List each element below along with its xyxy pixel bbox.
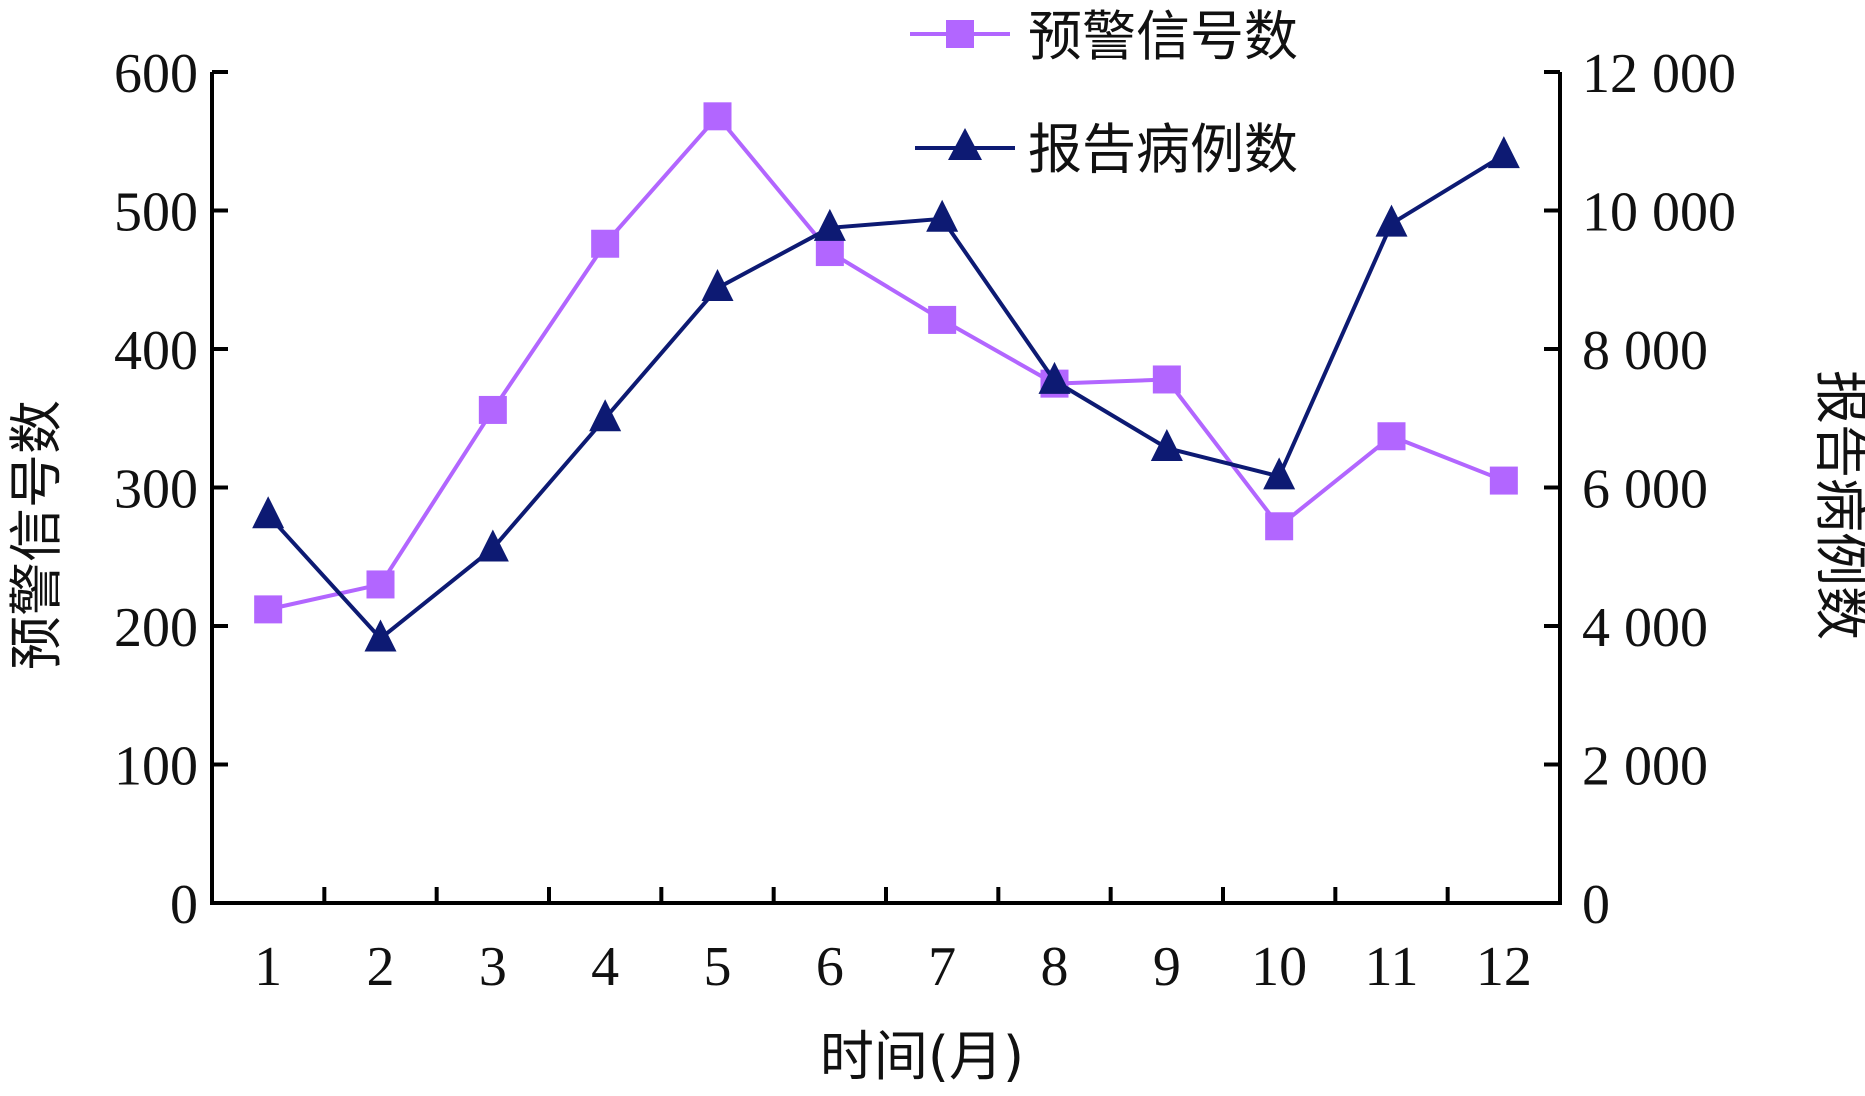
left-y-axis-ticks: 0 100 200 300 400 500 600 [114,43,228,936]
x-tick-label: 5 [704,936,732,998]
left-y-tick-label: 0 [170,874,198,936]
x-tick-label: 7 [928,936,956,998]
data-point-reported-cases [1375,204,1408,237]
left-y-tick-label: 200 [114,597,198,659]
data-point-warning-signals [815,238,844,267]
data-point-reported-cases [1263,457,1296,490]
legend: 预警信号数 报告病例数 [910,5,1298,181]
x-tick-label: 12 [1476,936,1532,998]
series-line-reported-cases [266,153,1505,641]
data-point-warning-signals [928,305,957,334]
left-y-tick-label: 100 [114,736,198,798]
left-y-tick-label: 500 [114,182,198,244]
data-point-warning-signals [591,229,620,258]
x-tick-label: 10 [1251,936,1307,998]
data-point-warning-signals [1377,422,1406,451]
axes [210,72,1562,905]
right-y-tick-label: 12 000 [1582,43,1736,105]
right-y-tick-label: 8 000 [1582,320,1708,382]
data-point-warning-signals [366,570,395,599]
left-y-tick-label: 300 [114,459,198,521]
legend-label-warning: 预警信号数 [1028,5,1298,68]
right-y-axis-ticks: 0 2 000 4 000 6 000 8 000 10 000 12 000 [1544,43,1736,936]
x-tick-label: 2 [367,936,395,998]
x-axis-title: 时间(月) [820,1025,1024,1088]
x-tick-label: 3 [479,936,507,998]
right-y-axis-title: 报告病例数 [1809,370,1865,640]
x-axis-ticks: 1 2 3 4 5 6 7 8 9 10 11 12 [254,887,1532,998]
right-y-tick-label: 4 000 [1582,597,1708,659]
x-tick-label: 1 [254,936,282,998]
data-point-warning-signals [254,595,283,624]
series-layer [252,102,1520,652]
data-point-warning-signals [1152,365,1181,394]
x-tick-label: 8 [1041,936,1069,998]
right-y-tick-label: 0 [1582,874,1610,936]
data-point-reported-cases [813,208,846,241]
right-y-tick-label: 2 000 [1582,736,1708,798]
series-line-warning-signals [267,114,1505,612]
data-point-warning-signals [1265,512,1294,541]
left-y-tick-label: 400 [114,320,198,382]
data-point-warning-signals [703,102,732,131]
data-point-reported-cases [476,529,509,562]
legend-marker-warning [946,20,974,48]
x-tick-label: 9 [1153,936,1181,998]
data-point-warning-signals [478,395,507,424]
data-point-reported-cases [589,399,622,432]
data-point-reported-cases [1150,429,1183,462]
data-point-warning-signals [1489,466,1518,495]
legend-marker-cases [948,128,982,160]
data-point-reported-cases [926,199,959,232]
right-y-tick-label: 10 000 [1582,182,1736,244]
data-point-reported-cases [1038,361,1071,394]
legend-label-cases: 报告病例数 [1028,118,1298,181]
data-point-reported-cases [364,619,397,652]
data-point-reported-cases [1487,136,1520,169]
x-tick-label: 11 [1365,936,1419,998]
left-y-axis-title: 预警信号数 [5,400,68,670]
right-y-tick-label: 6 000 [1582,459,1708,521]
x-tick-label: 4 [591,936,619,998]
data-point-reported-cases [252,496,285,529]
data-point-reported-cases [701,269,734,302]
left-y-tick-label: 600 [114,43,198,105]
x-tick-label: 6 [816,936,844,998]
